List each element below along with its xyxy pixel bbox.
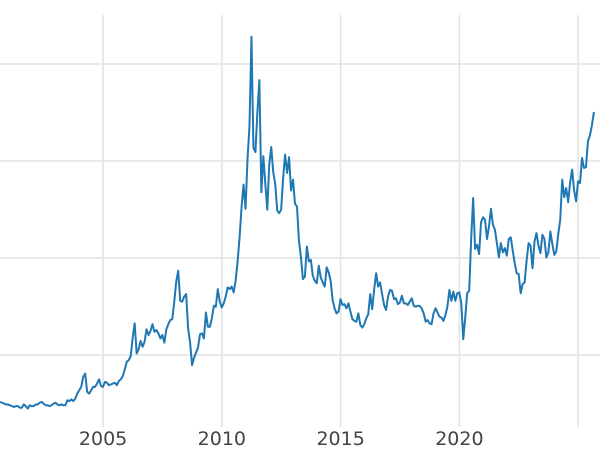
x-tick-label: 2020 <box>435 428 483 450</box>
horizontal-gridlines <box>0 63 600 356</box>
x-axis-tick-labels: 2005 2010 2015 2020 <box>79 428 484 450</box>
x-tick-label: 2010 <box>198 428 246 450</box>
x-tick-label: 2015 <box>316 428 364 450</box>
x-tick-label: 2005 <box>79 428 127 450</box>
price-series-line <box>0 35 595 410</box>
vertical-gridlines <box>102 15 580 427</box>
